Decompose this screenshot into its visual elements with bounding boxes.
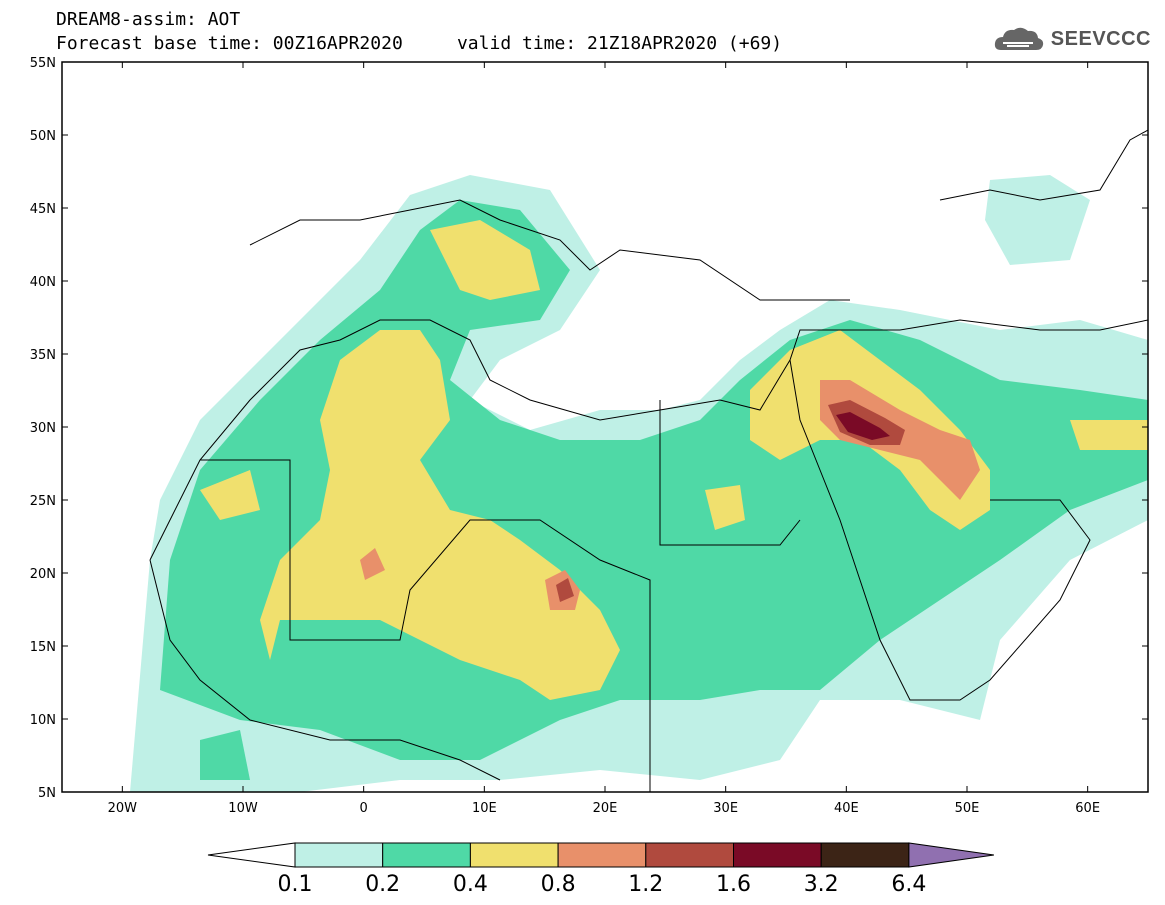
colorbar-segment xyxy=(645,842,734,868)
lat-tick-label: 35N xyxy=(30,348,56,363)
aot-field xyxy=(62,62,1148,792)
cloud-icon xyxy=(994,27,1043,50)
lat-tick-label: 15N xyxy=(30,640,56,655)
lat-tick-labels: 55N 50N 45N 40N 35N 30N 25N 20N 15N 10N 5N xyxy=(30,56,56,801)
lat-tick-label: 10N xyxy=(30,713,56,728)
colorbar-label: 1.2 xyxy=(628,872,663,897)
coastlines xyxy=(149,129,1148,792)
lat-tick-label: 40N xyxy=(30,275,56,290)
colorbar-high-arrow xyxy=(908,842,994,868)
colorbar-segment xyxy=(294,842,384,868)
lon-tick-label: 30E xyxy=(713,801,738,816)
colorbar-label: 1.6 xyxy=(716,872,751,897)
lat-tick-label: 55N xyxy=(30,56,56,71)
lat-tick-label: 5N xyxy=(38,786,56,801)
lon-tick-label: 10W xyxy=(228,801,258,816)
colorbar-label: 6.4 xyxy=(891,872,926,897)
colorbar-segment xyxy=(557,842,647,868)
lon-tick-label: 20W xyxy=(108,801,138,816)
colorbar-label: 3.2 xyxy=(804,872,839,897)
lat-tick-label: 20N xyxy=(30,567,56,582)
lon-tick-labels: 20W 10W 0 10E 20E 30E 40E 50E 60E xyxy=(108,801,1100,816)
lon-tick-label: 0 xyxy=(360,801,368,816)
logo-text: SEEVCCC xyxy=(1050,27,1151,50)
lat-tick-label: 30N xyxy=(30,421,56,436)
colorbar-segment xyxy=(382,842,471,868)
colorbar-segment xyxy=(469,842,559,868)
lon-tick-label: 50E xyxy=(955,801,980,816)
lon-tick-label: 40E xyxy=(834,801,859,816)
colorbar-label: 0.8 xyxy=(541,872,576,897)
forecast-times: Forecast base time: 00Z16APR2020 valid t… xyxy=(56,33,783,54)
colorbar-low-arrow xyxy=(207,842,296,868)
colorbar-label: 0.1 xyxy=(278,872,313,897)
colorbar-label: 0.2 xyxy=(365,872,400,897)
lat-tick-label: 50N xyxy=(30,129,56,144)
map-title: DREAM8-assim: AOT xyxy=(56,9,241,30)
axis-ticks xyxy=(62,61,1148,793)
lon-tick-label: 60E xyxy=(1075,801,1100,816)
colorbar-label: 0.4 xyxy=(453,872,488,897)
colorbar: 0.1 0.2 0.4 0.8 1.2 1.6 3.2 6.4 xyxy=(207,842,994,897)
colorbar-segment xyxy=(820,842,910,868)
lat-tick-label: 45N xyxy=(30,202,56,217)
lon-tick-label: 20E xyxy=(593,801,618,816)
colorbar-segment xyxy=(733,842,822,868)
seevccc-logo: SEEVCCC xyxy=(993,24,1151,54)
lon-tick-label: 10E xyxy=(472,801,497,816)
lat-tick-label: 25N xyxy=(30,494,56,509)
